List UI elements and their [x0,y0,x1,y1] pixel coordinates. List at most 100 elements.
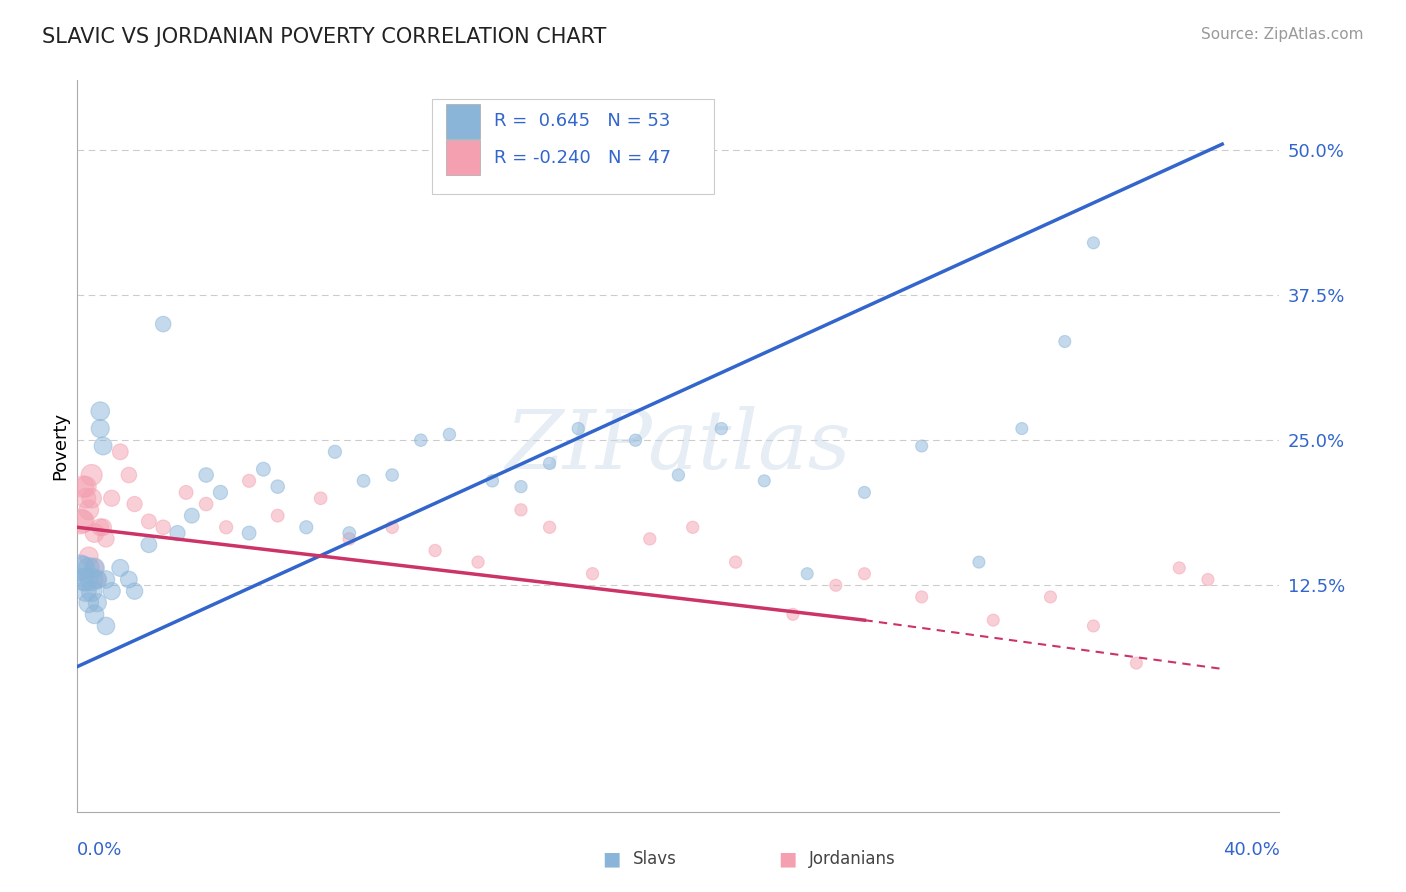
Point [638,532,661,546]
Text: R = -0.240   N = 47: R = -0.240 N = 47 [495,149,672,167]
Point [69,561,91,575]
Point [77,596,100,610]
Point [381,468,404,483]
Point [238,526,260,541]
Point [1083,235,1105,250]
Point [796,566,818,581]
Text: Source: ZipAtlas.com: Source: ZipAtlas.com [1201,27,1364,42]
Point [89,520,111,534]
Text: R =  0.645   N = 53: R = 0.645 N = 53 [495,112,671,130]
Point [69,515,91,529]
Point [138,538,160,552]
Point [1011,421,1033,435]
Bar [446,103,479,139]
Point [72,561,94,575]
FancyBboxPatch shape [432,99,714,194]
Point [467,555,489,569]
Point [124,497,146,511]
Text: SLAVIC VS JORDANIAN POVERTY CORRELATION CHART: SLAVIC VS JORDANIAN POVERTY CORRELATION … [42,27,606,46]
Point [100,491,122,506]
Y-axis label: Poverty: Poverty [51,412,69,480]
Point [77,503,100,517]
Point [94,573,117,587]
Point [510,503,533,517]
Point [967,555,990,569]
Text: 40.0%: 40.0% [1223,841,1279,859]
Point [80,468,103,483]
Point [481,474,503,488]
Point [238,474,260,488]
Point [77,561,100,575]
Point [538,520,561,534]
Point [195,497,218,511]
Point [152,520,174,534]
Point [174,485,197,500]
Point [75,480,97,494]
Point [581,566,603,581]
Point [1083,619,1105,633]
Point [853,485,876,500]
Point [124,584,146,599]
Point [381,520,404,534]
Point [824,578,846,592]
Point [89,404,111,418]
Point [110,561,132,575]
Point [91,520,114,534]
Point [510,480,533,494]
Point [166,526,188,541]
Point [323,445,346,459]
Point [91,439,114,453]
Point [423,543,446,558]
Point [89,421,111,435]
Point [77,549,100,564]
Point [94,619,117,633]
Point [267,480,290,494]
Text: 0.0%: 0.0% [77,841,122,859]
Point [86,573,108,587]
Point [86,596,108,610]
Point [215,520,238,534]
Point [853,566,876,581]
Point [682,520,704,534]
Point [86,573,108,587]
Text: ■: ■ [778,849,797,869]
Point [295,520,318,534]
Point [110,445,132,459]
Point [409,433,432,447]
Text: ■: ■ [602,849,621,869]
Point [83,561,105,575]
Point [80,584,103,599]
Point [754,474,776,488]
Point [1125,656,1147,670]
Point [710,421,733,435]
Point [1039,590,1062,604]
Point [83,561,105,575]
Point [353,474,375,488]
Point [567,421,589,435]
Point [911,590,934,604]
Point [75,584,97,599]
Point [72,573,94,587]
Point [94,532,117,546]
Point [118,468,141,483]
Point [1053,334,1076,349]
Point [75,491,97,506]
Point [83,607,105,622]
Point [80,491,103,506]
Bar [446,140,479,176]
Point [911,439,934,453]
Point [624,433,647,447]
Text: ZIPatlas: ZIPatlas [506,406,851,486]
Point [666,468,689,483]
Point [267,508,290,523]
Point [72,480,94,494]
Point [782,607,804,622]
Point [75,573,97,587]
Point [138,515,160,529]
Point [538,457,561,471]
Point [724,555,747,569]
Point [252,462,274,476]
Point [118,573,141,587]
Point [439,427,461,442]
Point [309,491,332,506]
